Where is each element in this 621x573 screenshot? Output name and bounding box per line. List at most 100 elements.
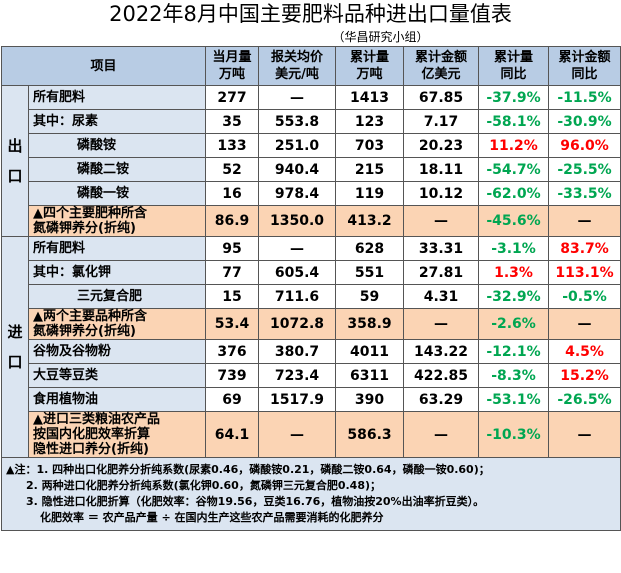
row-label-line: ▲四个主要肥种所含 bbox=[33, 206, 147, 221]
header-line: 累计量 bbox=[494, 50, 534, 65]
column-header: 报关均价美元/吨 bbox=[258, 46, 337, 86]
table-cell: 119 bbox=[335, 181, 405, 206]
table-cell: -0.5% bbox=[548, 284, 621, 309]
note-line: 2. 两种进口化肥养分折纯系数(氯化钾0.60，氮磷钾三元复合肥0.48)； bbox=[26, 479, 381, 492]
notes-row: ▲注：1. 四种出口化肥养分折纯系数(尿素0.46，磷酸铵0.21，磷酸二铵0.… bbox=[0, 457, 621, 531]
table-cell: — bbox=[403, 205, 480, 237]
table-row: 磷酸一铵 16 978.4 119 10.12 -62.0% -33.5% bbox=[2, 181, 621, 206]
section-char: 进 bbox=[7, 323, 23, 341]
table-cell: 11.2% bbox=[478, 133, 550, 158]
table-cell: -25.5% bbox=[548, 157, 621, 182]
row-label-line: ▲进口三类粮油农产品 bbox=[33, 412, 160, 427]
table-cell: 978.4 bbox=[258, 181, 337, 206]
table-cell: 4.31 bbox=[403, 284, 480, 309]
table-cell: — bbox=[548, 205, 621, 237]
table-cell: — bbox=[403, 411, 480, 458]
header-row: 项目 当月量 万吨 报关均价 美元/吨 累计量 万吨 累计金额 亿美元 累计量 同比 累计金额 同比 bbox=[0, 46, 621, 86]
row-label: 食用植物油 bbox=[27, 387, 207, 412]
table-cell: — bbox=[258, 236, 337, 261]
column-header: 累计金额 亿美元 bbox=[403, 46, 480, 86]
table-cell: 413.2 bbox=[335, 205, 405, 237]
table-cell: -45.6% bbox=[478, 205, 550, 237]
table-cell: 605.4 bbox=[258, 260, 337, 285]
table-cell: -3.1% bbox=[478, 236, 550, 261]
table-cell: 553.8 bbox=[258, 109, 337, 134]
table-cell: 1517.9 bbox=[258, 387, 337, 412]
section-label: 进口 bbox=[1, 236, 29, 458]
table-cell: -11.5% bbox=[548, 85, 621, 110]
table-cell: 940.4 bbox=[258, 157, 337, 182]
table-cell: 59 bbox=[335, 284, 405, 309]
section-char: 口 bbox=[7, 167, 23, 185]
row-label-line: 氮磷钾养分(折纯) bbox=[33, 324, 136, 339]
table-cell: 358.9 bbox=[335, 308, 405, 340]
subtitle: （华昌研究小组） bbox=[332, 30, 429, 44]
table-cell: 739 bbox=[205, 363, 260, 388]
table-cell: — bbox=[548, 411, 621, 458]
table-cell: 703 bbox=[335, 133, 405, 158]
column-header: 累计量 同比 bbox=[478, 46, 550, 86]
table-cell: 1350.0 bbox=[258, 205, 337, 237]
table-row: 其中：氯化钾 77 605.4 551 27.81 1.3% 113.1% bbox=[2, 260, 621, 285]
table-cell: 16 bbox=[205, 181, 260, 206]
table-cell: 723.4 bbox=[258, 363, 337, 388]
header-line: 报关均价 bbox=[271, 50, 324, 65]
table-cell: 1413 bbox=[335, 85, 405, 110]
table-cell: 251.0 bbox=[258, 133, 337, 158]
table-cell: 133 bbox=[205, 133, 260, 158]
table-cell: -10.3% bbox=[478, 411, 550, 458]
table-cell: 64.1 bbox=[205, 411, 260, 458]
row-label-line: ▲两个主要品种所含 bbox=[33, 309, 147, 324]
header-line: 累计金额 bbox=[558, 50, 611, 65]
table-cell: 143.22 bbox=[403, 339, 480, 364]
header-line: 万吨 bbox=[219, 67, 246, 82]
table-cell: -54.7% bbox=[478, 157, 550, 182]
table-cell: -2.6% bbox=[478, 308, 550, 340]
title: 2022年8月中国主要肥料品种进出口量值表 bbox=[109, 2, 512, 26]
header-line: 同比 bbox=[571, 67, 598, 82]
table-cell: — bbox=[258, 411, 337, 458]
table-cell: 551 bbox=[335, 260, 405, 285]
table-cell: 27.81 bbox=[403, 260, 480, 285]
row-label: 磷酸二铵 bbox=[27, 157, 207, 182]
table-cell: -53.1% bbox=[478, 387, 550, 412]
section-char: 口 bbox=[7, 353, 23, 371]
table-cell: 63.29 bbox=[403, 387, 480, 412]
table-cell: 83.7% bbox=[548, 236, 621, 261]
table-cell: -30.9% bbox=[548, 109, 621, 134]
column-header: 累计量 万吨 bbox=[335, 46, 405, 86]
table-row: ▲进口三类粮油农产品 按国内化肥效率折算 隐性进口养分(折纯) 64.1—586.3—… bbox=[2, 411, 621, 458]
table-cell: 7.17 bbox=[403, 109, 480, 134]
table-cell: -62.0% bbox=[478, 181, 550, 206]
table-cell: 15 bbox=[205, 284, 260, 309]
row-label: ▲两个主要品种所含 氮磷钾养分(折纯) bbox=[27, 308, 207, 340]
table-row: 进口所有肥料 95—628 33.31 -3.1% 83.7% bbox=[1, 236, 621, 458]
note-line: ▲注：1. 四种出口化肥养分折纯系数(尿素0.46，磷酸铵0.21，磷酸二铵0.… bbox=[6, 463, 490, 476]
table-cell: -37.9% bbox=[478, 85, 550, 110]
note-line: 化肥效率 ＝ 农产品产量 ÷ 在国内生产这些农产品需要消耗的化肥养分 bbox=[40, 511, 384, 524]
row-label-line: 隐性进口养分(折纯) bbox=[33, 442, 149, 457]
header-line: 累计量 bbox=[350, 50, 390, 65]
table-cell: 422.85 bbox=[403, 363, 480, 388]
row-label: 其中：氯化钾 bbox=[27, 260, 207, 285]
table-cell: -8.3% bbox=[478, 363, 550, 388]
table-cell: 53.4 bbox=[205, 308, 260, 340]
section-char: 出 bbox=[7, 137, 23, 155]
table-cell: 67.85 bbox=[403, 85, 480, 110]
row-label: ▲进口三类粮油农产品 按国内化肥效率折算 隐性进口养分(折纯) bbox=[27, 411, 207, 458]
table-cell: — bbox=[403, 308, 480, 340]
table-cell: — bbox=[548, 308, 621, 340]
table-row: 大豆等豆类 739 723.4 6311 422.85 -8.3% 15.2% bbox=[2, 363, 621, 388]
table-cell: 96.0% bbox=[548, 133, 621, 158]
row-label: 所有肥料 bbox=[27, 85, 207, 110]
table-row: 磷酸铵 133 251.0 703 20.23 11.2% 96.0% bbox=[2, 133, 621, 158]
notes: ▲注：1. 四种出口化肥养分折纯系数(尿素0.46，磷酸铵0.21，磷酸二铵0.… bbox=[0, 457, 621, 531]
table-row: 三元复合肥 15 711.6 59 4.31 -32.9% -0.5% bbox=[2, 284, 621, 309]
header-line: 美元/吨 bbox=[275, 67, 319, 82]
table-cell: 1.3% bbox=[478, 260, 550, 285]
row-label: 大豆等豆类 bbox=[27, 363, 207, 388]
table-cell: 10.12 bbox=[403, 181, 480, 206]
table-cell: 123 bbox=[335, 109, 405, 134]
table-cell: 77 bbox=[205, 260, 260, 285]
